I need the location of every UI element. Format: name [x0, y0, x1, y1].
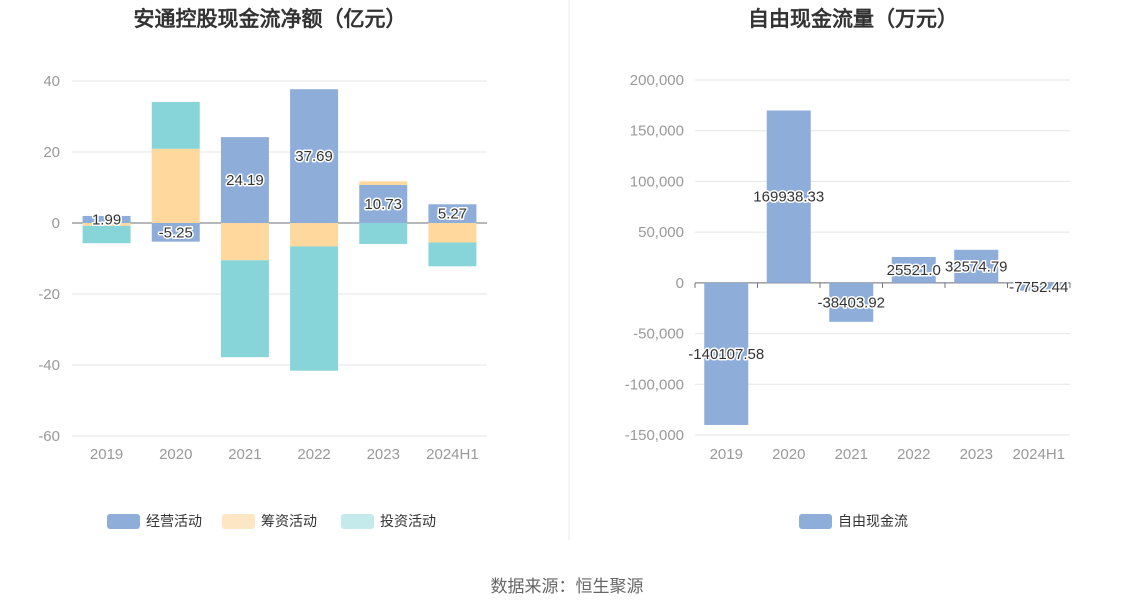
- bar-investing-2022[interactable]: [290, 246, 339, 371]
- right-data-label: 32574.79: [945, 258, 1008, 275]
- right-y-tick-label: -100,000: [625, 376, 684, 393]
- left-x-tick-label: 2022: [297, 446, 330, 463]
- left-y-tick-label: 0: [52, 215, 60, 232]
- left-x-axis: 2019 2020 2021 2022 2023 2024H1: [90, 446, 479, 463]
- left-x-tick-label: 2021: [228, 446, 261, 463]
- right-x-tick-label: 2023: [960, 446, 993, 463]
- left-grid: 40 20 0 -20 -40 -60: [38, 73, 487, 445]
- bar-free-cash-flow-2019[interactable]: [704, 282, 749, 425]
- left-chart: 安通控股现金流净额（亿元） 40 20 0 -20 -40 -60 1.99 -5.25 24…: [38, 7, 487, 529]
- left-y-tick-label: -40: [38, 357, 60, 374]
- right-y-tick-label: 200,000: [630, 72, 684, 89]
- bar-free-cash-flow-2023[interactable]: [954, 249, 999, 283]
- left-y-tick-label: -20: [38, 286, 60, 303]
- left-data-label: -5.25: [159, 224, 193, 241]
- right-y-tick-label: 150,000: [630, 123, 684, 140]
- data-source: 数据来源：恒生聚源: [491, 577, 644, 596]
- right-x-tick-label: 2020: [772, 446, 805, 463]
- left-data-labels: 1.99 -5.25 24.19 37.69 10.73 5.27: [90, 147, 468, 243]
- left-x-tick-label: 2020: [159, 446, 192, 463]
- right-legend[interactable]: 自由现金流: [799, 513, 908, 529]
- right-data-label: -38403.92: [817, 294, 885, 311]
- right-x-tick-label: 2024H1: [1012, 446, 1065, 463]
- right-x-axis: 2019 2020 2021 2022 2023 2024H1: [710, 446, 1065, 463]
- left-x-tick-label: 2024H1: [426, 446, 479, 463]
- legend-item-free-cash-flow[interactable]: 自由现金流: [799, 513, 908, 529]
- right-x-tick-label: 2019: [710, 446, 743, 463]
- right-data-label: -140107.58: [688, 346, 764, 363]
- right-data-label: -7752.44: [1009, 279, 1068, 296]
- right-y-tick-label: -50,000: [633, 326, 684, 343]
- left-x-tick-label: 2019: [90, 446, 123, 463]
- legend-label: 自由现金流: [838, 513, 908, 529]
- left-chart-title: 安通控股现金流净额（亿元）: [134, 7, 407, 31]
- left-data-label: 5.27: [438, 206, 467, 223]
- legend-label: 投资活动: [380, 513, 436, 529]
- bar-financing-2019[interactable]: [82, 223, 131, 226]
- bar-financing-2022[interactable]: [290, 223, 339, 247]
- legend-item-operating[interactable]: 经营活动: [107, 513, 202, 529]
- right-grid: 200,000 150,000 100,000 50,000 0 -50,000 -100,…: [625, 72, 1071, 444]
- bar-financing-2023[interactable]: [359, 181, 408, 185]
- left-x-tick-label: 2023: [367, 446, 400, 463]
- bar-investing-2020[interactable]: [151, 101, 200, 149]
- right-y-tick-label: -150,000: [625, 427, 684, 444]
- right-bars: [704, 110, 1061, 425]
- bar-investing-2021[interactable]: [220, 260, 269, 358]
- left-y-tick-label: 20: [43, 144, 60, 161]
- bar-free-cash-flow-2024h1[interactable]: [1016, 282, 1061, 291]
- left-legend[interactable]: 经营活动 筹资活动 投资活动: [107, 513, 436, 529]
- legend-swatch: [341, 514, 374, 529]
- legend-swatch: [799, 514, 832, 529]
- right-data-label: 25521.0: [887, 262, 941, 279]
- legend-label: 经营活动: [146, 513, 202, 529]
- right-chart-title: 自由现金流量（万元）: [748, 7, 958, 31]
- bar-operating-2020[interactable]: [151, 223, 200, 242]
- left-y-tick-label: -60: [38, 428, 60, 445]
- bar-investing-2023[interactable]: [359, 223, 408, 244]
- bar-investing-2019[interactable]: [82, 225, 131, 244]
- bar-investing-2024h1[interactable]: [428, 242, 477, 267]
- right-x-tick-label: 2021: [835, 446, 868, 463]
- bar-operating-2022[interactable]: [290, 89, 339, 223]
- right-chart: 自由现金流量（万元） 200,000150,000100,00050,0000-…: [625, 7, 1071, 529]
- legend-label: 筹资活动: [261, 513, 317, 529]
- bar-financing-2021[interactable]: [220, 223, 269, 261]
- left-data-label: 1.99: [92, 211, 121, 228]
- bar-financing-2024h1[interactable]: [428, 223, 477, 243]
- right-x-tick-label: 2022: [897, 446, 930, 463]
- right-y-tick-label: 0: [676, 275, 684, 292]
- bar-operating-2023[interactable]: [359, 184, 408, 223]
- bar-free-cash-flow-2022[interactable]: [891, 256, 936, 283]
- right-data-label: 169938.33: [753, 189, 824, 206]
- left-bars: [82, 89, 477, 371]
- bar-free-cash-flow-2021[interactable]: [829, 282, 874, 322]
- legend-item-financing[interactable]: 筹资活动: [222, 513, 317, 529]
- bar-operating-2024h1[interactable]: [428, 204, 477, 223]
- bar-operating-2021[interactable]: [220, 137, 269, 223]
- legend-item-investing[interactable]: 投资活动: [341, 513, 436, 529]
- left-y-tick-label: 40: [43, 73, 60, 90]
- left-data-label: 10.73: [364, 196, 402, 213]
- legend-swatch: [222, 514, 255, 529]
- left-data-label: 37.69: [295, 148, 333, 165]
- right-y-tick-label: 50,000: [638, 224, 684, 241]
- left-data-label: 24.19: [226, 172, 264, 189]
- bar-operating-2019[interactable]: [82, 215, 131, 223]
- bar-free-cash-flow-2020[interactable]: [766, 110, 811, 283]
- legend-swatch: [107, 514, 140, 529]
- right-y-tick-label: 100,000: [630, 173, 684, 190]
- bar-financing-2020[interactable]: [151, 148, 200, 223]
